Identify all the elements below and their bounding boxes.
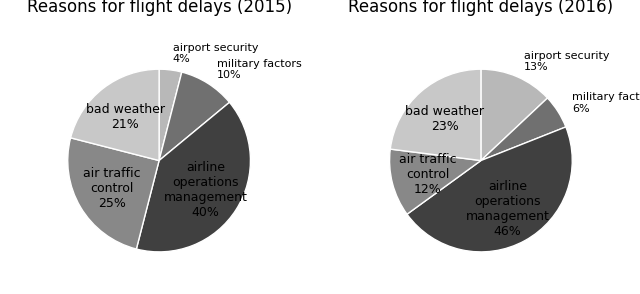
- Wedge shape: [481, 69, 547, 161]
- Text: air traffic
control
12%: air traffic control 12%: [399, 153, 456, 196]
- Text: airline
operations
management
46%: airline operations management 46%: [465, 180, 549, 238]
- Text: air traffic
control
25%: air traffic control 25%: [83, 167, 141, 210]
- Text: airline
operations
management
40%: airline operations management 40%: [163, 161, 247, 219]
- Wedge shape: [68, 138, 159, 249]
- Title: Reasons for flight delays (2016): Reasons for flight delays (2016): [348, 0, 614, 16]
- Wedge shape: [159, 72, 230, 161]
- Wedge shape: [407, 127, 572, 252]
- Text: bad weather
21%: bad weather 21%: [86, 103, 165, 131]
- Text: airport security
4%: airport security 4%: [173, 43, 258, 64]
- Text: military factors
10%: military factors 10%: [217, 59, 301, 80]
- Text: bad weather
23%: bad weather 23%: [405, 106, 484, 133]
- Wedge shape: [390, 149, 481, 214]
- Wedge shape: [481, 98, 566, 161]
- Wedge shape: [136, 102, 250, 252]
- Title: Reasons for flight delays (2015): Reasons for flight delays (2015): [26, 0, 292, 16]
- Wedge shape: [70, 69, 159, 161]
- Text: military factors
6%: military factors 6%: [572, 92, 640, 113]
- Text: airport security
13%: airport security 13%: [524, 51, 609, 72]
- Wedge shape: [159, 69, 182, 161]
- Wedge shape: [390, 69, 481, 161]
